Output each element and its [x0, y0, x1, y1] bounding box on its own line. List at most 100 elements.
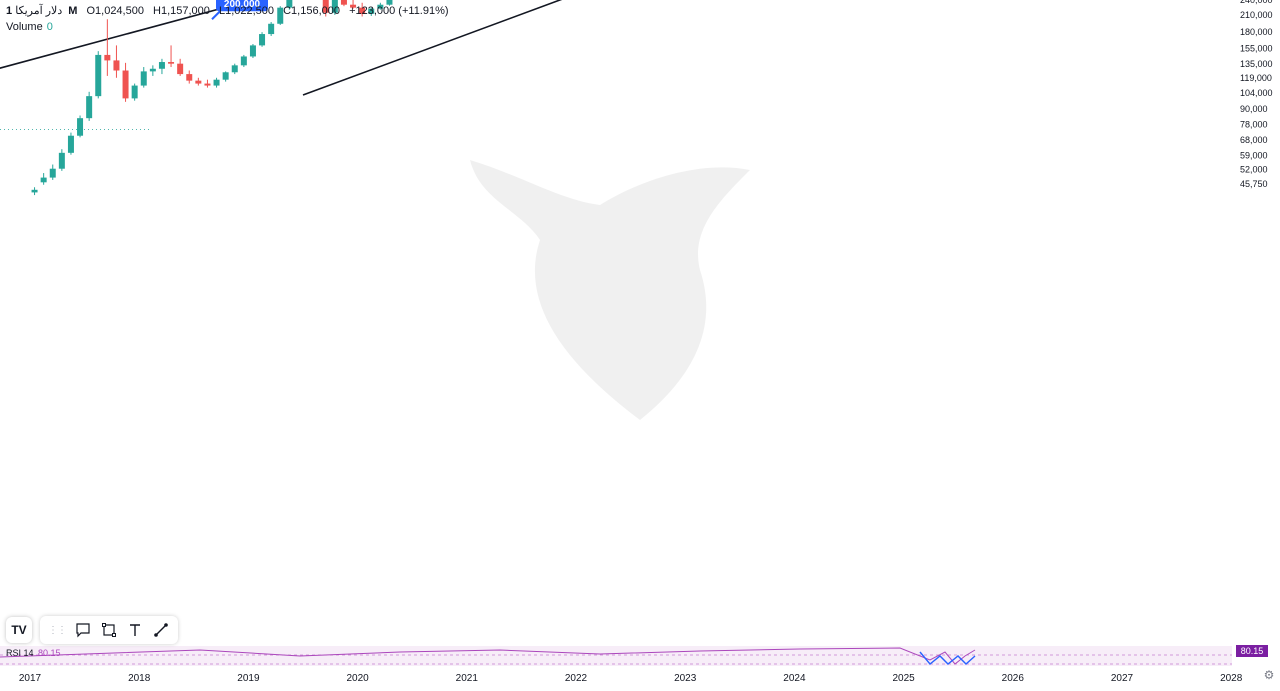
candle — [49, 164, 56, 180]
text-tool-icon[interactable] — [124, 619, 146, 641]
channel-line-lower — [302, 0, 563, 96]
rsi-badge — [1236, 645, 1268, 657]
callout-pointer — [211, 10, 221, 20]
volume-legend: Volume 0 — [6, 21, 53, 33]
candle — [277, 6, 284, 25]
candle — [322, 0, 329, 17]
x-axis: 2017 2018 2019 2020 2021 2022 2023 2024 2025 2026… — [19, 673, 1243, 684]
candle — [195, 77, 202, 86]
x-tick-label: 2021 — [456, 673, 479, 684]
x-tick-label: 2025 — [892, 673, 915, 684]
price-callout: 200,000 — [211, 0, 268, 20]
candle — [122, 62, 129, 102]
y-tick-label: 210,000 — [1240, 10, 1273, 20]
candle — [249, 43, 256, 59]
candle-body — [122, 70, 129, 99]
candle-body — [149, 68, 156, 72]
candle — [386, 0, 393, 6]
tradingview-logo-icon[interactable]: TV — [6, 617, 32, 643]
y-tick-label: 180,000 — [1240, 27, 1273, 37]
y-tick-label: 68,000 — [1240, 135, 1268, 145]
change-value: +123,000 (+11.91%) — [349, 5, 449, 17]
candle — [359, 2, 366, 17]
x-tick-label: 2023 — [674, 673, 697, 684]
symbol-legend: دلار آمریکا 1M O1,024,500 H1,157,000 L1,… — [6, 4, 455, 17]
candle-body — [195, 80, 202, 84]
candle-body — [186, 74, 193, 81]
y-tick-label: 119,000 — [1240, 73, 1272, 83]
callout-box — [216, 0, 268, 12]
candle — [231, 63, 238, 75]
candle — [286, 0, 293, 10]
volume-label: Volume — [6, 21, 43, 33]
candle-body — [249, 45, 256, 57]
candle — [240, 54, 247, 68]
candle-body — [104, 54, 111, 61]
candle — [213, 77, 220, 88]
y-axis: 45,750 52,000 59,000 68,000 78,000 90,000 104,… — [1240, 0, 1273, 189]
x-tick-label: 2022 — [565, 673, 588, 684]
candle-body — [204, 83, 211, 86]
candle-body — [168, 62, 175, 64]
candle — [31, 187, 38, 196]
y-tick-label: 52,000 — [1240, 165, 1268, 175]
ruler-tool-icon[interactable] — [150, 619, 172, 641]
candle-body — [140, 71, 147, 86]
watermark-logo — [470, 160, 750, 420]
y-tick-label: 59,000 — [1240, 151, 1268, 161]
candle — [168, 45, 175, 68]
candle-body — [331, 0, 338, 13]
candle-body — [113, 60, 120, 71]
candle-body — [58, 152, 65, 169]
x-tick-label: 2024 — [783, 673, 806, 684]
candle-body — [322, 0, 329, 13]
y-tick-label: 45,750 — [1240, 179, 1268, 189]
interval-label[interactable]: 1M — [6, 5, 78, 17]
drag-handle-icon[interactable]: ⋮⋮ — [48, 624, 67, 636]
symbol-name[interactable]: دلار آمریکا — [15, 5, 63, 17]
x-tick-label: 2017 — [19, 673, 42, 684]
callout-tool-icon[interactable] — [72, 619, 94, 641]
candle-body — [67, 135, 74, 153]
x-tick-label: 2020 — [346, 673, 369, 684]
candle-body — [177, 63, 184, 75]
candle — [204, 79, 211, 88]
rsi-band — [0, 646, 1232, 666]
candle — [140, 67, 147, 88]
candle-body — [368, 8, 375, 14]
candle — [149, 65, 156, 76]
candle-body — [350, 4, 357, 8]
candle — [113, 45, 120, 78]
candle-body — [213, 79, 220, 86]
rsi-value: 80.15 — [38, 648, 61, 658]
candle — [331, 0, 338, 15]
candle-body — [377, 4, 384, 9]
y-tick-label: 104,000 — [1240, 88, 1273, 98]
candle — [177, 58, 184, 76]
candle-body — [386, 0, 393, 5]
x-tick-label: 2019 — [237, 673, 260, 684]
drawing-tools-group: ⋮⋮ — [40, 616, 178, 644]
rsi-panel: RSI 14 80.15 80.15 — [0, 645, 1268, 666]
candle — [40, 173, 47, 185]
candle — [368, 7, 375, 16]
x-tick-label: 2028 — [1220, 673, 1243, 684]
x-tick-label: 2027 — [1111, 673, 1134, 684]
candle-body — [340, 0, 347, 5]
candle — [350, 0, 357, 9]
candle-body — [222, 72, 229, 80]
candle — [95, 51, 102, 99]
rsi-badge-text: 80.15 — [1241, 646, 1264, 656]
rectangle-tool-icon[interactable] — [98, 619, 120, 641]
gear-icon[interactable]: ⚙ — [1263, 668, 1275, 682]
candle-body — [231, 65, 238, 73]
candle — [259, 32, 266, 47]
candle — [77, 115, 84, 138]
channel-line-upper — [0, 0, 256, 69]
candle — [268, 22, 275, 36]
candle — [131, 83, 138, 101]
candle-body — [49, 168, 56, 178]
y-tick-label: 155,000 — [1240, 44, 1273, 54]
